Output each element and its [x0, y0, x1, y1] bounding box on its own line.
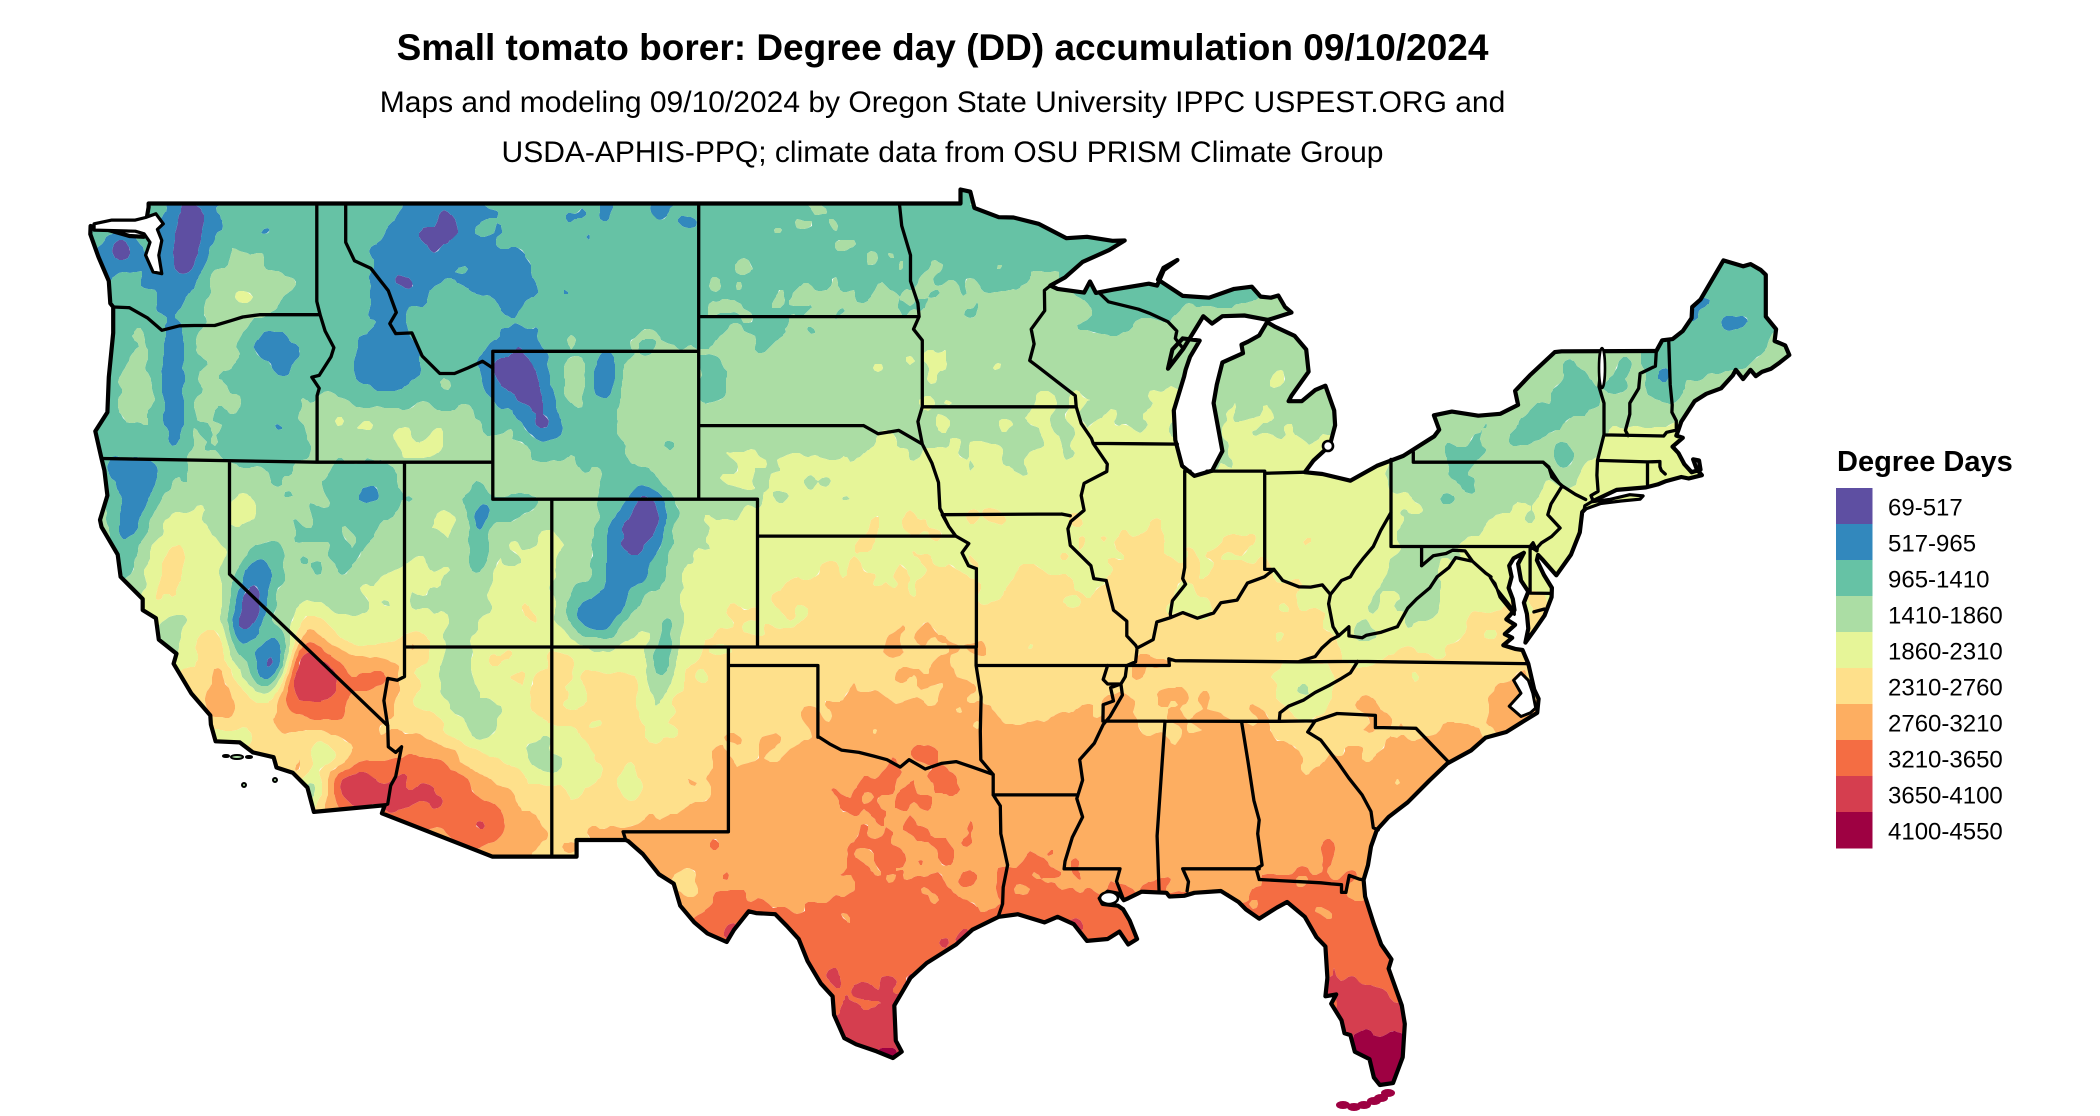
- svg-text:69-517: 69-517: [1888, 495, 1963, 522]
- svg-text:965-1410: 965-1410: [1888, 567, 1989, 594]
- svg-text:2310-2760: 2310-2760: [1888, 675, 2003, 702]
- svg-text:1410-1860: 1410-1860: [1888, 603, 2003, 630]
- svg-text:2760-3210: 2760-3210: [1888, 711, 2003, 738]
- svg-text:4100-4550: 4100-4550: [1888, 819, 2003, 846]
- svg-text:3210-3650: 3210-3650: [1888, 747, 2003, 774]
- svg-text:3650-4100: 3650-4100: [1888, 783, 2003, 810]
- svg-text:1860-2310: 1860-2310: [1888, 639, 2003, 666]
- svg-text:517-965: 517-965: [1888, 531, 1976, 558]
